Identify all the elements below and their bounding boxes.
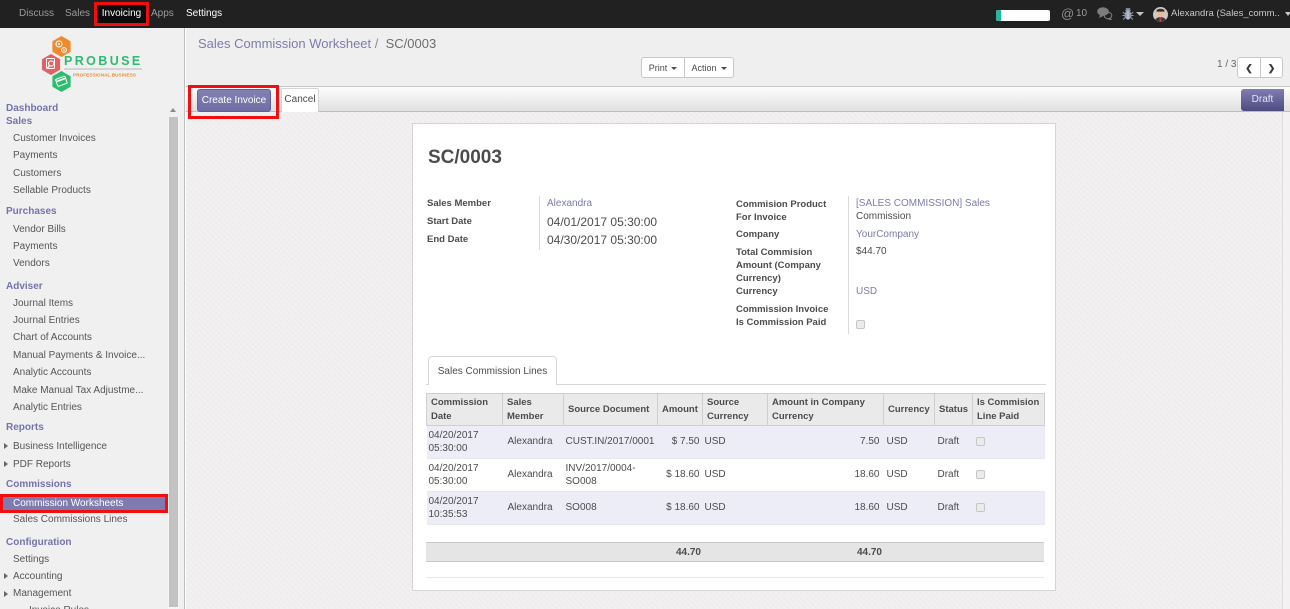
svg-text:PROBUSE: PROBUSE: [64, 54, 143, 68]
svg-text:PROFESSIONAL BUSINESS: PROFESSIONAL BUSINESS: [73, 73, 136, 78]
